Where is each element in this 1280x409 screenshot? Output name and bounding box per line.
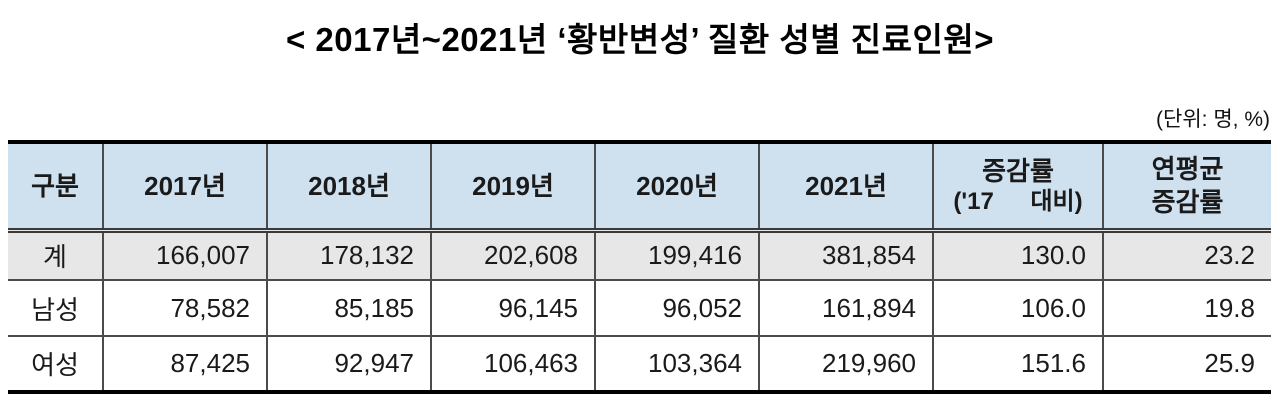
female-2019: 106,463 <box>431 336 596 392</box>
male-2019: 96,145 <box>431 280 596 337</box>
male-avg-rate: 19.8 <box>1103 280 1271 337</box>
female-2018: 92,947 <box>267 336 432 392</box>
header-year-2018: 2018년 <box>267 142 432 233</box>
female-2017: 87,425 <box>103 336 268 392</box>
document-page: < 2017년~2021년 ‘황반변성’ 질환 성별 진료인원> (단위: 명,… <box>0 13 1280 394</box>
male-2017: 78,582 <box>103 280 268 337</box>
total-2017: 166,007 <box>103 230 268 281</box>
header-change-rate-line1: 증감률 <box>982 155 1054 186</box>
total-2019: 202,608 <box>431 230 596 281</box>
male-change-rate: 106.0 <box>933 280 1104 337</box>
table-row-female: 여성 87,425 92,947 106,463 103,364 219,960… <box>8 336 1271 392</box>
header-change-rate-line2: ('17 대비) <box>953 188 1083 215</box>
header-year-2017: 2017년 <box>103 142 268 233</box>
header-change-rate: 증감률 ('17 대비) <box>933 142 1104 233</box>
row-label-female: 여성 <box>8 336 104 392</box>
table-header-row: 구분 2017년 2018년 2019년 2020년 2021년 증감률 ('1… <box>8 142 1271 233</box>
total-2020: 199,416 <box>595 230 760 281</box>
female-2021: 219,960 <box>759 336 934 392</box>
row-label-total: 계 <box>8 230 104 281</box>
gender-treatment-table: 구분 2017년 2018년 2019년 2020년 2021년 증감률 ('1… <box>8 140 1271 394</box>
total-change-rate: 130.0 <box>933 230 1104 281</box>
male-2021: 161,894 <box>759 280 934 337</box>
table-row-total: 계 166,007 178,132 202,608 199,416 381,85… <box>8 230 1271 281</box>
total-2018: 178,132 <box>267 230 432 281</box>
female-change-rate: 151.6 <box>933 336 1104 392</box>
header-year-2020: 2020년 <box>595 142 760 233</box>
header-year-2021: 2021년 <box>759 142 934 233</box>
header-category: 구분 <box>8 142 104 233</box>
total-avg-rate: 23.2 <box>1103 230 1271 281</box>
page-title: < 2017년~2021년 ‘황반변성’ 질환 성별 진료인원> <box>285 21 995 58</box>
row-label-male: 남성 <box>8 280 104 337</box>
female-avg-rate: 25.9 <box>1103 336 1271 392</box>
header-avg-rate-line2: 증감률 <box>1151 186 1224 217</box>
header-avg-rate-line1: 연평균 <box>1151 154 1224 185</box>
table-row-male: 남성 78,582 85,185 96,145 96,052 161,894 1… <box>8 280 1271 337</box>
male-2018: 85,185 <box>267 280 432 337</box>
female-2020: 103,364 <box>595 336 760 392</box>
unit-note: (단위: 명, %) <box>1156 108 1270 131</box>
header-avg-rate: 연평균 증감률 <box>1103 142 1271 233</box>
header-year-2019: 2019년 <box>431 142 596 233</box>
total-2021: 381,854 <box>759 230 934 281</box>
male-2020: 96,052 <box>595 280 760 337</box>
